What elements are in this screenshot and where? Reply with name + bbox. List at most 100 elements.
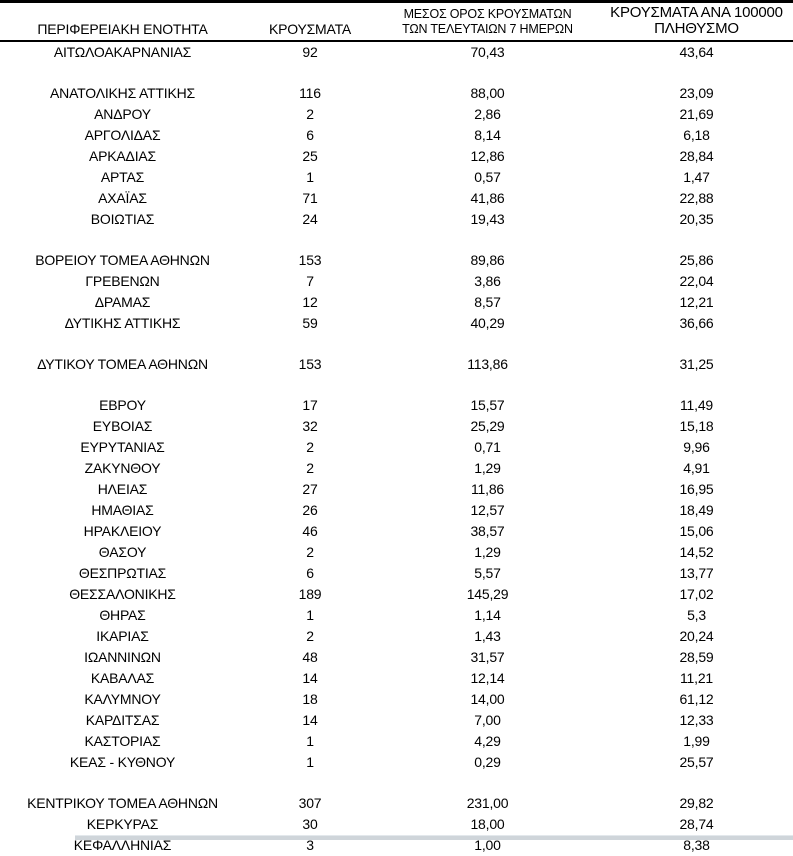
column-header-per-100000-line1: ΚΡΟΥΣΜΑΤΑ ΑΝΑ 100000 xyxy=(610,4,783,21)
per100k-cell: 11,21 xyxy=(680,670,713,686)
cases-cell: 46 xyxy=(302,523,318,539)
cases-cell: 27 xyxy=(302,481,318,497)
per100k-cell: 36,66 xyxy=(679,315,714,331)
region-cell: ΑΡΓΟΛΙΔΑΣ xyxy=(84,127,161,143)
table-row: ΔΥΤΙΚΟΥ ΤΟΜΕΑ ΑΘΗΝΩΝ 153 113,86 31,25 xyxy=(0,354,793,375)
spacer-cell xyxy=(0,334,793,354)
region-cell: ΔΡΑΜΑΣ xyxy=(94,294,151,310)
table-row: ΚΑΣΤΟΡΙΑΣ 1 4,29 1,99 xyxy=(0,731,793,752)
table-row: ΚΑΛΥΜΝΟΥ 18 14,00 61,12 xyxy=(0,689,793,710)
table-row: ΘΑΣΟΥ 2 1,29 14,52 xyxy=(0,542,793,563)
table-row: ΕΥΒΟΙΑΣ 32 25,29 15,18 xyxy=(0,416,793,437)
per100k-cell: 16,95 xyxy=(679,481,714,497)
table-row: ΑΙΤΩΛΟΑΚΑΡΝΑΝΙΑΣ 92 70,43 43,64 xyxy=(0,41,793,63)
cases-cell: 1 xyxy=(306,169,314,185)
avg7-cell: 2,86 xyxy=(474,106,501,122)
cases-cell: 6 xyxy=(306,127,314,143)
column-header-per-100000-line2: ΠΛΗΘΥΣΜΟ xyxy=(654,20,739,37)
avg7-cell: 12,14 xyxy=(470,670,505,686)
cases-cell: 153 xyxy=(298,356,322,372)
table-row: ΕΒΡΟΥ 17 15,57 11,49 xyxy=(0,395,793,416)
avg7-cell: 70,43 xyxy=(470,44,505,60)
per100k-cell: 29,82 xyxy=(679,795,714,811)
cases-cell: 17 xyxy=(302,397,318,413)
per100k-cell: 21,69 xyxy=(679,106,714,122)
per100k-cell: 28,74 xyxy=(679,816,714,832)
spacer-cell xyxy=(0,773,793,793)
per100k-cell: 5,3 xyxy=(687,607,706,623)
cases-cell: 26 xyxy=(302,502,318,518)
cases-cell: 1 xyxy=(306,607,314,623)
per100k-cell: 1,47 xyxy=(683,169,710,185)
table-row: ΕΥΡΥΤΑΝΙΑΣ 2 0,71 9,96 xyxy=(0,437,793,458)
table-row: ΑΡΚΑΔΙΑΣ 25 12,86 28,84 xyxy=(0,146,793,167)
avg7-cell: 41,86 xyxy=(470,190,505,206)
per100k-cell: 13,77 xyxy=(679,565,714,581)
cases-cell: 153 xyxy=(298,252,322,268)
cases-cell: 24 xyxy=(302,211,318,227)
avg7-cell: 1,29 xyxy=(474,544,501,560)
avg7-cell: 38,57 xyxy=(470,523,505,539)
cases-cell: 12 xyxy=(302,294,318,310)
per100k-cell: 18,49 xyxy=(679,502,714,518)
per100k-cell: 6,18 xyxy=(683,127,710,143)
table-row: ΚΕΡΚΥΡΑΣ 30 18,00 28,74 xyxy=(0,814,793,835)
spacer-cell xyxy=(0,375,793,395)
avg7-cell: 4,29 xyxy=(474,733,501,749)
avg7-cell: 1,14 xyxy=(474,607,501,623)
region-cell: ΚΑΒΑΛΑΣ xyxy=(90,670,155,686)
table-row: ΓΡΕΒΕΝΩΝ 7 3,86 22,04 xyxy=(0,271,793,292)
region-cell: ΒΟΙΩΤΙΑΣ xyxy=(90,211,155,227)
table-row: ΑΡΓΟΛΙΔΑΣ 6 8,14 6,18 xyxy=(0,125,793,146)
per100k-cell: 20,35 xyxy=(679,211,714,227)
column-header-cases-label: ΚΡΟΥΣΜΑΤΑ xyxy=(268,21,352,37)
avg7-cell: 0,57 xyxy=(474,169,501,185)
region-cell: ΚΕΝΤΡΙΚΟΥ ΤΟΜΕΑ ΑΘΗΝΩΝ xyxy=(27,795,218,811)
region-cell: ΚΕΡΚΥΡΑΣ xyxy=(86,816,159,832)
per100k-cell: 22,88 xyxy=(679,190,714,206)
cases-cell: 307 xyxy=(298,795,322,811)
region-cell: ΕΥΒΟΙΑΣ xyxy=(92,418,153,434)
region-cell: ΚΑΛΥΜΝΟΥ xyxy=(84,691,161,707)
table-row: ΔΥΤΙΚΗΣ ΑΤΤΙΚΗΣ 59 40,29 36,66 xyxy=(0,313,793,334)
per100k-cell: 1,99 xyxy=(683,733,710,749)
cases-cell: 2 xyxy=(306,439,314,455)
per100k-cell: 28,84 xyxy=(679,148,714,164)
region-cell: ΚΕΑΣ - ΚΥΘΝΟΥ xyxy=(69,754,176,770)
cases-cell: 92 xyxy=(302,44,318,60)
table-row: ΚΕΑΣ - ΚΥΘΝΟΥ 1 0,29 25,57 xyxy=(0,752,793,773)
table-row: ΑΧΑΪΑΣ 71 41,86 22,88 xyxy=(0,188,793,209)
table-row: ΚΑΡΔΙΤΣΑΣ 14 7,00 12,33 xyxy=(0,710,793,731)
table-row: ΒΟΙΩΤΙΑΣ 24 19,43 20,35 xyxy=(0,209,793,230)
table-row: ΒΟΡΕΙΟΥ ΤΟΜΕΑ ΑΘΗΝΩΝ 153 89,86 25,86 xyxy=(0,250,793,271)
table-row: ΚΑΒΑΛΑΣ 14 12,14 11,21 xyxy=(0,668,793,689)
spacer-row xyxy=(0,63,793,83)
region-cell: ΘΕΣΣΑΛΟΝΙΚΗΣ xyxy=(69,586,176,602)
table-row: ΑΡΤΑΣ 1 0,57 1,47 xyxy=(0,167,793,188)
cases-cell: 71 xyxy=(302,190,318,206)
avg7-cell: 15,57 xyxy=(470,397,505,413)
column-header-7day-average-line2: ΤΩΝ ΤΕΛΕΥΤΑΙΩΝ 7 ΗΜΕΡΩΝ xyxy=(402,22,573,36)
avg7-cell: 19,43 xyxy=(470,211,505,227)
region-cell: ΗΜΑΘΙΑΣ xyxy=(91,502,154,518)
column-header-region: ΠΕΡΙΦΕΡΕΙΑΚΗ ΕΝΟΤΗΤΑ xyxy=(0,1,245,42)
avg7-cell: 11,86 xyxy=(471,481,504,497)
per100k-cell: 9,96 xyxy=(683,439,710,455)
cases-cell: 30 xyxy=(302,816,318,832)
per100k-cell: 31,25 xyxy=(679,356,714,372)
region-cell: ΑΙΤΩΛΟΑΚΑΡΝΑΝΙΑΣ xyxy=(53,44,192,60)
region-cell: ΑΡΤΑΣ xyxy=(100,169,145,185)
region-cell: ΑΝΑΤΟΛΙΚΗΣ ΑΤΤΙΚΗΣ xyxy=(50,85,195,101)
horizontal-scrollbar[interactable] xyxy=(75,835,793,840)
avg7-cell: 89,86 xyxy=(470,252,505,268)
region-cell: ΙΚΑΡΙΑΣ xyxy=(96,628,149,644)
avg7-cell: 0,29 xyxy=(474,754,501,770)
cases-cell: 1 xyxy=(306,733,314,749)
column-header-7day-average-line1: ΜΕΣΟΣ ΟΡΟΣ ΚΡΟΥΣΜΑΤΩΝ xyxy=(403,7,572,21)
cases-cell: 59 xyxy=(302,315,318,331)
column-header-region-label: ΠΕΡΙΦΕΡΕΙΑΚΗ ΕΝΟΤΗΤΑ xyxy=(37,21,208,37)
per100k-cell: 28,59 xyxy=(679,649,714,665)
table-row: ΔΡΑΜΑΣ 12 8,57 12,21 xyxy=(0,292,793,313)
cases-cell: 25 xyxy=(302,148,318,164)
